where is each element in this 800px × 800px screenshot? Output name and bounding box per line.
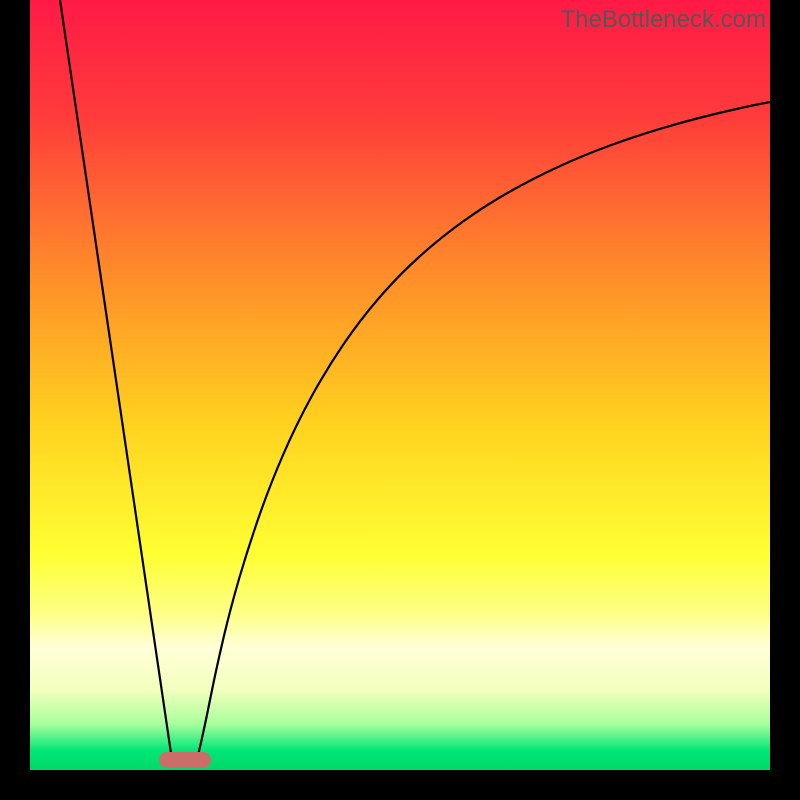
watermark-text: TheBottleneck.com <box>561 6 766 34</box>
right-ascending-curve <box>197 102 770 760</box>
curves-layer <box>0 0 800 800</box>
optimal-point-marker <box>159 752 211 768</box>
chart-frame: TheBottleneck.com <box>0 0 800 800</box>
left-descending-line <box>60 0 172 760</box>
